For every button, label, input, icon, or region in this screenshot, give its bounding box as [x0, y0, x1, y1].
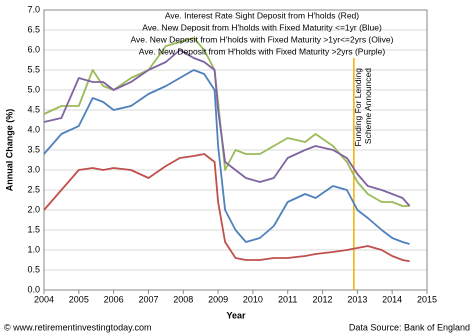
legend-entry: Ave. New Deposit from H'holds with Fixed…	[139, 46, 386, 56]
y-tick-label: 6.5	[27, 24, 40, 34]
annotation-text: Funding For Lending	[353, 68, 363, 147]
series-line	[43, 69, 410, 245]
x-tick-label: 2014	[382, 294, 402, 304]
legend-entry: Ave. Interest Rate Sight Deposit from H'…	[165, 10, 359, 20]
y-tick-label: 2.5	[27, 184, 40, 194]
footer-left: © www.retirementinvestingtoday.com	[4, 322, 152, 332]
x-tick-label: 2012	[313, 294, 333, 304]
y-tick-label: 7.0	[27, 4, 40, 14]
y-tick-label: 1.0	[27, 244, 40, 254]
legend-entry: Ave. New Deposit from H'holds with Fixed…	[131, 34, 394, 44]
series-line	[43, 153, 410, 263]
footer-right: Data Source: Bank of England	[349, 322, 470, 332]
y-tick-label: 2.0	[27, 204, 40, 214]
series-line	[43, 49, 411, 207]
x-tick-label: 2010	[243, 294, 263, 304]
x-tick-label: 2006	[104, 294, 124, 304]
y-tick-label: 4.5	[27, 104, 40, 114]
x-tick-label: 2015	[417, 294, 437, 304]
y-tick-label: 3.0	[27, 164, 40, 174]
x-tick-label: 2005	[69, 294, 89, 304]
y-tick-label: 6.0	[27, 44, 40, 54]
y-tick-label: 4.0	[27, 124, 40, 134]
y-tick-label: 0.0	[27, 284, 40, 294]
y-tick-label: 0.5	[27, 264, 40, 274]
y-tick-label: 5.5	[27, 64, 40, 74]
y-tick-label: 3.5	[27, 144, 40, 154]
x-tick-label: 2009	[208, 294, 228, 304]
legend-entry: Ave. New Deposit from H'holds with Fixed…	[142, 22, 382, 32]
annotation-text: Scheme Announced	[363, 68, 373, 144]
x-tick-label: 2011	[278, 294, 297, 304]
y-tick-label: 5.0	[27, 84, 40, 94]
x-tick-label: 2013	[347, 294, 367, 304]
y-tick-label: 1.5	[27, 224, 40, 234]
x-axis-title: Year	[226, 310, 246, 320]
x-tick-label: 2004	[34, 294, 54, 304]
x-tick-label: 2007	[138, 294, 158, 304]
x-tick-label: 2008	[173, 294, 193, 304]
plot-frame	[43, 9, 428, 291]
y-axis-title: Annual Change (%)	[4, 109, 14, 192]
